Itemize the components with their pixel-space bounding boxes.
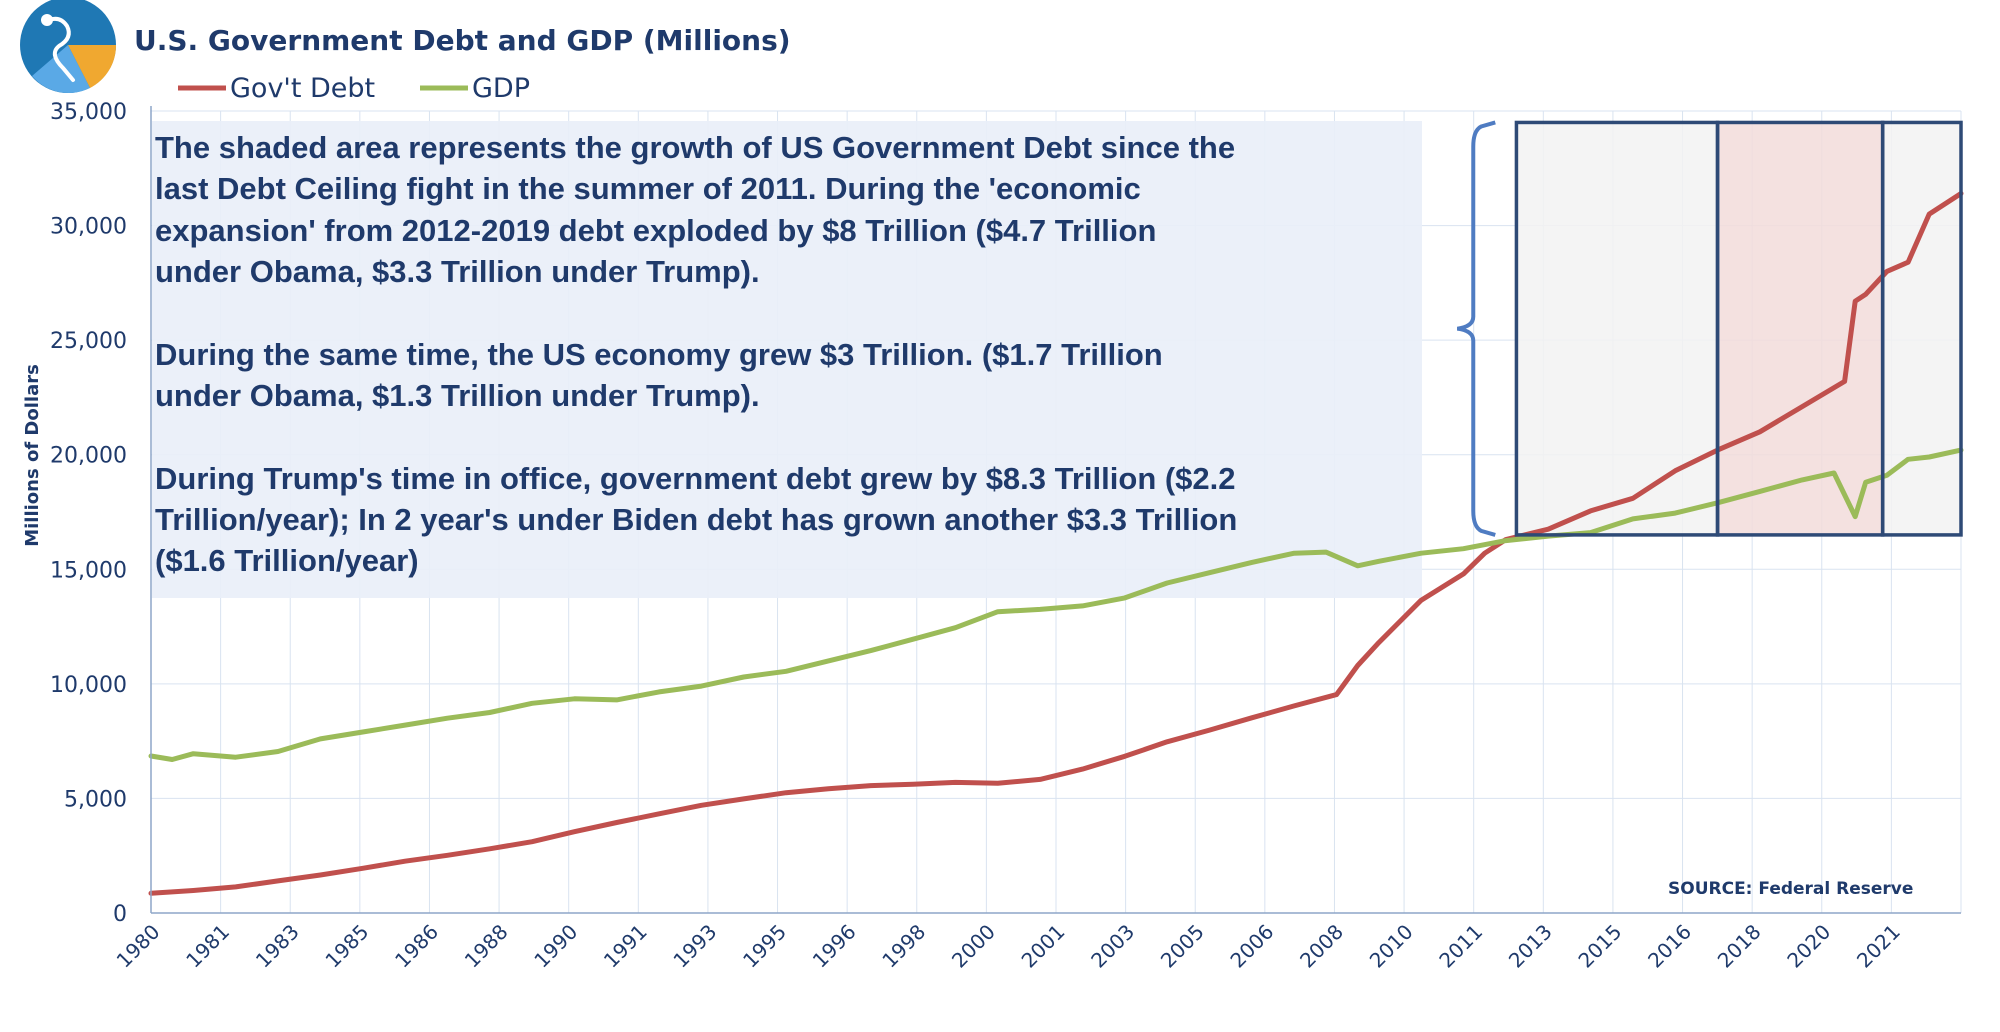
- y-tick-label: 5,000: [64, 787, 127, 812]
- x-tick-label: 1980: [112, 920, 165, 973]
- x-tick-label: 1981: [181, 920, 234, 973]
- bracket: [1456, 120, 1496, 537]
- x-tick-label: 2013: [1504, 920, 1557, 973]
- legend-label-gdp: GDP: [472, 73, 530, 104]
- y-tick-label: 15,000: [50, 558, 127, 583]
- series-line-debt: [148, 191, 1964, 896]
- logo-icon: [20, 0, 117, 94]
- x-tick-label: 1990: [529, 920, 582, 973]
- annotation-line: expansion' from 2012-2019 debt exploded …: [155, 213, 1156, 248]
- legend-label-debt: Gov't Debt: [230, 73, 375, 104]
- x-tick-label: 2018: [1713, 920, 1766, 973]
- x-tick-label: 1986: [390, 920, 443, 973]
- source-label: SOURCE: Federal Reserve: [1668, 879, 1913, 899]
- logo-head: [41, 14, 53, 26]
- logo-slice-2: [32, 45, 90, 94]
- x-tick-label: 2008: [1295, 920, 1348, 973]
- x-tick-label: 2021: [1852, 920, 1905, 973]
- x-tick-label: 1988: [460, 920, 513, 973]
- y-tick-label: 25,000: [50, 329, 127, 354]
- x-tick-label: 2011: [1434, 920, 1487, 973]
- y-axis-label: Millions of Dollars: [22, 364, 43, 547]
- logo-figure: [43, 16, 75, 82]
- y-tick-label: 10,000: [50, 673, 127, 698]
- x-tick-label: 2006: [1225, 920, 1278, 973]
- x-tick-label: 2000: [947, 920, 1000, 973]
- x-tick-label: 1998: [877, 920, 930, 973]
- shaded-region-border-biden: [1880, 120, 1963, 537]
- x-tick-label: 2010: [1365, 920, 1418, 973]
- series-line-gdp: [148, 447, 1964, 762]
- x-tick-label: 2005: [1156, 920, 1209, 973]
- x-tick-label: 1985: [320, 920, 373, 973]
- x-tick-label: 1996: [808, 920, 861, 973]
- y-tick-label: 30,000: [50, 215, 127, 240]
- x-tick-label: 2016: [1643, 920, 1696, 973]
- x-tick-label: 1983: [251, 920, 304, 973]
- shaded-region-obama: [1516, 122, 1718, 535]
- x-tick-label: 2001: [1017, 920, 1070, 973]
- shaded-region-trump: [1717, 122, 1883, 535]
- x-tick-label: 2020: [1782, 920, 1835, 973]
- y-tick-label: 35,000: [50, 100, 127, 125]
- y-tick-label: 20,000: [50, 444, 127, 469]
- x-tick-label: 1991: [599, 920, 652, 973]
- annotation-line: Trillion/year); In 2 year's under Biden …: [155, 502, 1237, 537]
- x-tick-label: 2003: [1086, 920, 1139, 973]
- shaded-region-biden: [1882, 122, 1961, 535]
- chart-title: U.S. Government Debt and GDP (Millions): [134, 24, 791, 57]
- x-tick-label: 1993: [668, 920, 721, 973]
- y-tick-label: 0: [113, 902, 127, 927]
- x-tick-label: 1995: [738, 920, 791, 973]
- annotation-line: last Debt Ceiling fight in the summer of…: [155, 171, 1141, 206]
- annotation-line: During Trump's time in office, governmen…: [155, 461, 1236, 496]
- annotation-line: The shaded area represents the growth of…: [155, 130, 1235, 165]
- annotation-line: under Obama, $1.3 Trillion under Trump).: [155, 378, 760, 413]
- annotation-background: [152, 121, 1422, 598]
- logo-slice: [68, 45, 117, 88]
- x-tick-label: 2015: [1573, 920, 1626, 973]
- annotation-line: ($1.6 Trillion/year): [155, 543, 419, 578]
- annotation-line: under Obama, $3.3 Trillion under Trump).: [155, 254, 760, 289]
- annotation-line: During the same time, the US economy gre…: [155, 337, 1163, 372]
